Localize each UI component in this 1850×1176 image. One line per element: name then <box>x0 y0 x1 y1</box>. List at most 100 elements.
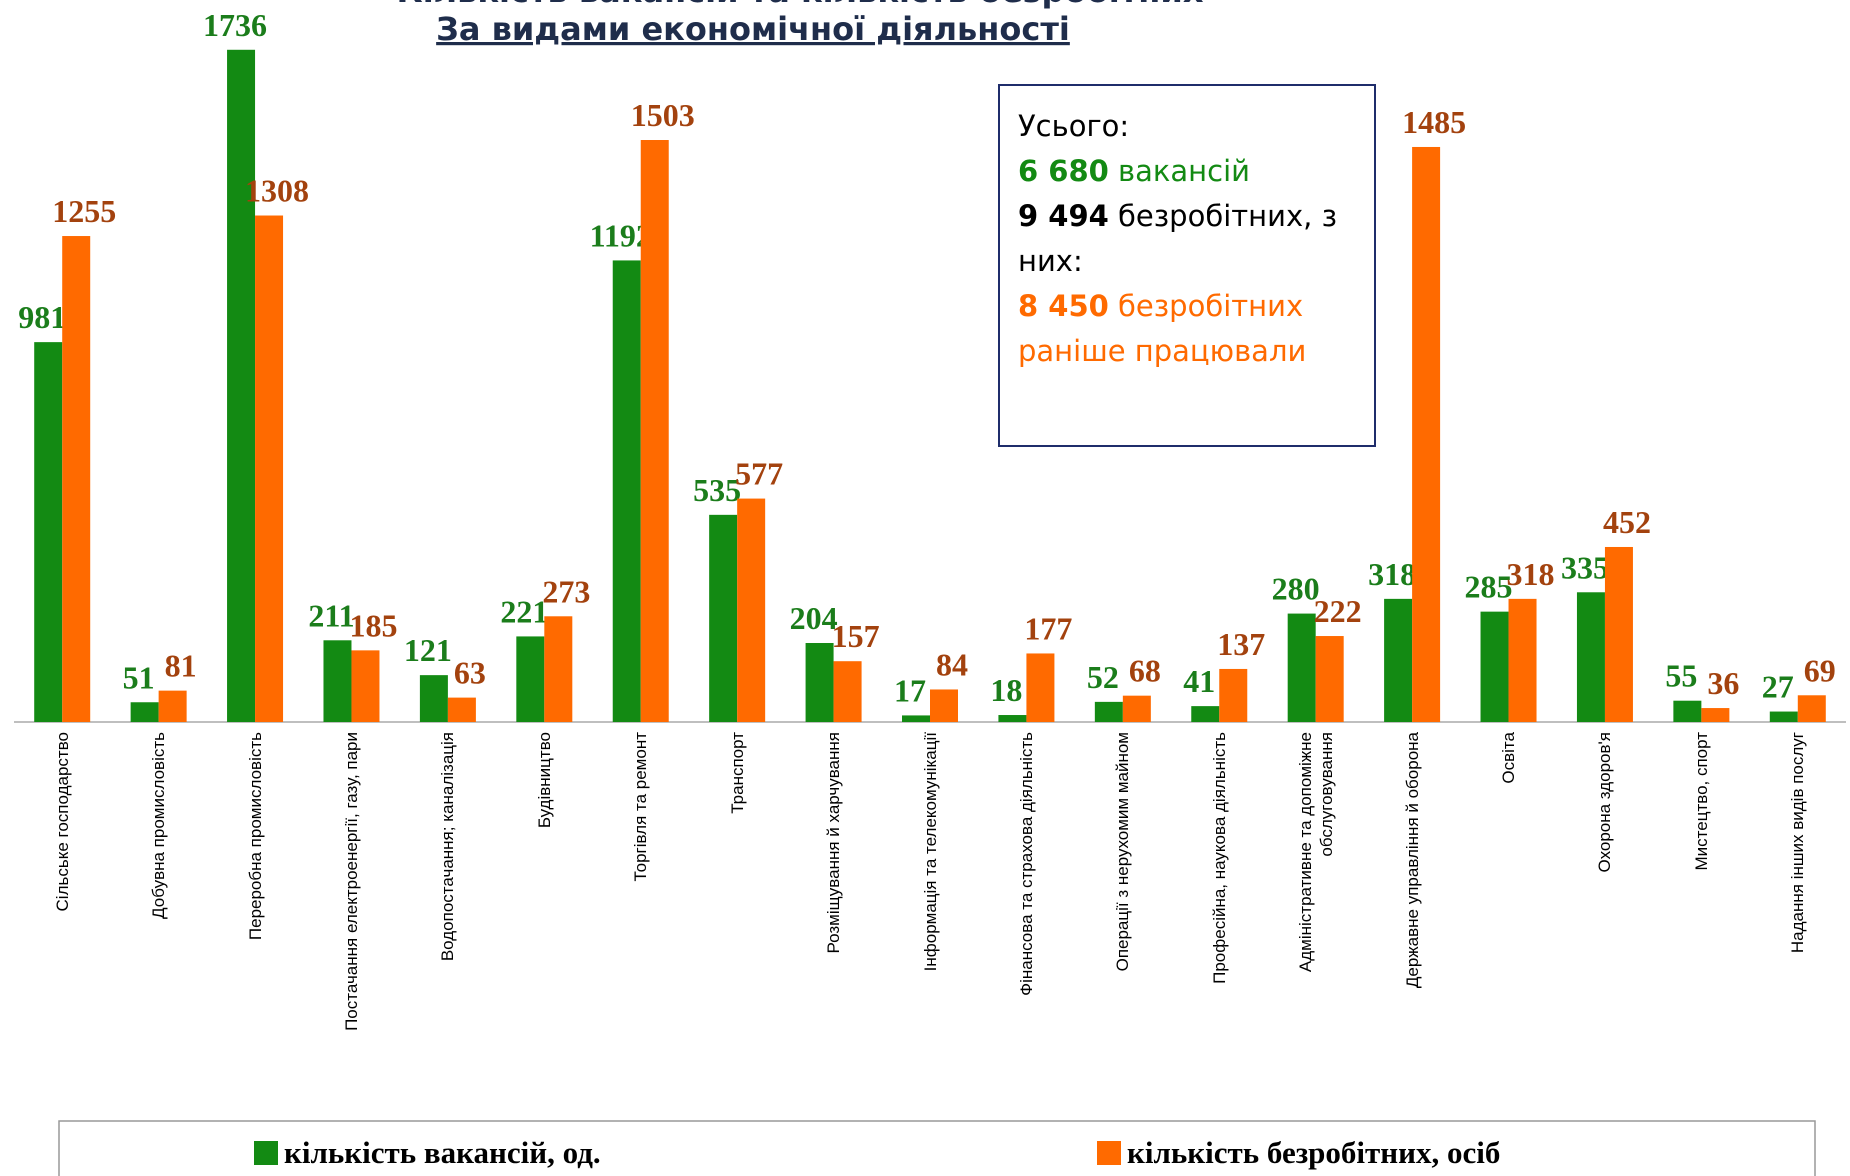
data-label: 177 <box>1024 610 1072 646</box>
bar <box>130 702 159 722</box>
data-label: 36 <box>1707 665 1739 701</box>
x-tick-label: Освіта <box>1499 732 1519 784</box>
x-tick-label: Мистецтво, спорт <box>1691 732 1711 871</box>
bar <box>419 675 448 722</box>
bar <box>351 650 380 722</box>
bar <box>1191 706 1220 722</box>
x-tick-label: Операції з нерухомим майном <box>1113 732 1133 972</box>
legend-label: кількість безробітних, осіб <box>1127 1135 1500 1170</box>
summary-text: безробітних, з них: <box>1018 199 1337 278</box>
data-label: 535 <box>693 472 741 508</box>
bar <box>516 636 545 722</box>
data-label: 211 <box>308 597 354 633</box>
bar <box>737 498 766 722</box>
data-label: 63 <box>454 655 486 691</box>
x-tick-label: Адміністративне та допоміжне обслуговува… <box>1295 732 1336 973</box>
data-label: 273 <box>542 573 590 609</box>
data-label: 318 <box>1507 556 1555 592</box>
summary-box: Усього: 6 680 вакансій 9 494 безробітних… <box>998 84 1376 447</box>
bar <box>709 514 738 722</box>
x-tick-label: Інформація та телекомунікації <box>920 732 940 972</box>
legend-box <box>58 1120 1816 1176</box>
data-label: 1255 <box>52 193 116 229</box>
chart-title: Кількість вакансій та кількість безробіт… <box>397 0 1204 10</box>
data-label: 185 <box>349 607 397 643</box>
data-label: 55 <box>1665 658 1697 694</box>
bar <box>1287 613 1316 722</box>
x-tick-label: Розміщування й харчування <box>824 732 844 954</box>
bar <box>323 640 352 722</box>
data-label: 52 <box>1087 659 1119 695</box>
data-label: 318 <box>1368 556 1416 592</box>
bar <box>255 215 284 722</box>
data-label: 221 <box>500 593 548 629</box>
x-tick-label: Водопостачання; каналізація <box>438 732 458 962</box>
bar <box>447 697 476 722</box>
x-tick-label: Охорона здоров'я <box>1595 732 1615 873</box>
bar <box>833 661 862 722</box>
data-label: 121 <box>404 632 452 668</box>
bar <box>805 643 834 722</box>
data-label: 137 <box>1217 626 1265 662</box>
x-tick-label: Переробна промисловість <box>245 732 265 941</box>
bar <box>1480 611 1509 722</box>
data-label: 1308 <box>245 173 309 209</box>
data-label: 1503 <box>631 97 695 133</box>
data-label: 577 <box>735 456 783 492</box>
legend-swatch <box>1097 1141 1121 1165</box>
data-label: 204 <box>790 600 838 636</box>
bar <box>1412 146 1441 723</box>
bar <box>34 342 63 722</box>
x-tick-label: Транспорт <box>727 732 747 814</box>
bar <box>544 616 573 722</box>
bar <box>998 715 1027 722</box>
bar <box>1315 636 1344 722</box>
bar <box>158 690 187 722</box>
data-label: 335 <box>1561 549 1609 585</box>
bar <box>1122 695 1151 722</box>
summary-text: безробітних раніше працювали <box>1018 289 1307 368</box>
data-label: 18 <box>990 672 1022 708</box>
bar <box>640 140 669 722</box>
bar <box>1219 668 1248 722</box>
data-label: 81 <box>165 648 197 684</box>
data-label: 27 <box>1762 669 1794 705</box>
data-label: 452 <box>1603 504 1651 540</box>
data-label: 17 <box>894 672 926 708</box>
bar <box>1604 546 1633 722</box>
bar <box>1094 701 1123 722</box>
data-label: 84 <box>936 646 968 682</box>
bar <box>1384 598 1413 722</box>
x-tick-label: Державне управління й оборона <box>1402 732 1422 989</box>
bar <box>227 49 256 722</box>
x-tick-label: Надання інших видів послуг <box>1788 732 1808 954</box>
summary-number: 9 494 <box>1018 199 1109 233</box>
bar <box>902 715 930 722</box>
summary-text: вакансій <box>1118 154 1250 188</box>
data-label: 41 <box>1183 663 1215 699</box>
bar <box>1769 711 1798 722</box>
data-label: 51 <box>123 659 155 695</box>
x-tick-label: Постачання електроенергії, газу, пари <box>341 732 361 1031</box>
data-label: 69 <box>1804 652 1836 688</box>
x-tick-label: Професійна, наукова діяльність <box>1209 732 1229 984</box>
summary-number: 8 450 <box>1018 289 1109 323</box>
data-label: 981 <box>18 299 66 335</box>
x-tick-label: Будівництво <box>534 732 554 829</box>
x-tick-label: Торгівля та ремонт <box>631 732 651 882</box>
bar <box>1701 708 1730 722</box>
data-label: 1736 <box>203 7 267 43</box>
legend-label: кількість вакансій, од. <box>284 1135 601 1170</box>
x-tick-label: Фінансова та страхова діяльність <box>1016 732 1036 996</box>
x-tick-label: Добувна промисловість <box>149 732 169 919</box>
data-label: 222 <box>1314 593 1362 629</box>
bar <box>930 689 958 722</box>
bar <box>62 236 91 722</box>
data-label: 280 <box>1272 571 1320 607</box>
data-label: 68 <box>1129 653 1161 689</box>
chart-subtitle: За видами економічної діяльності <box>436 10 1070 48</box>
bar <box>1576 592 1605 722</box>
summary-number: 6 680 <box>1018 154 1109 188</box>
x-tick-label: Сільське господарство <box>52 732 72 912</box>
